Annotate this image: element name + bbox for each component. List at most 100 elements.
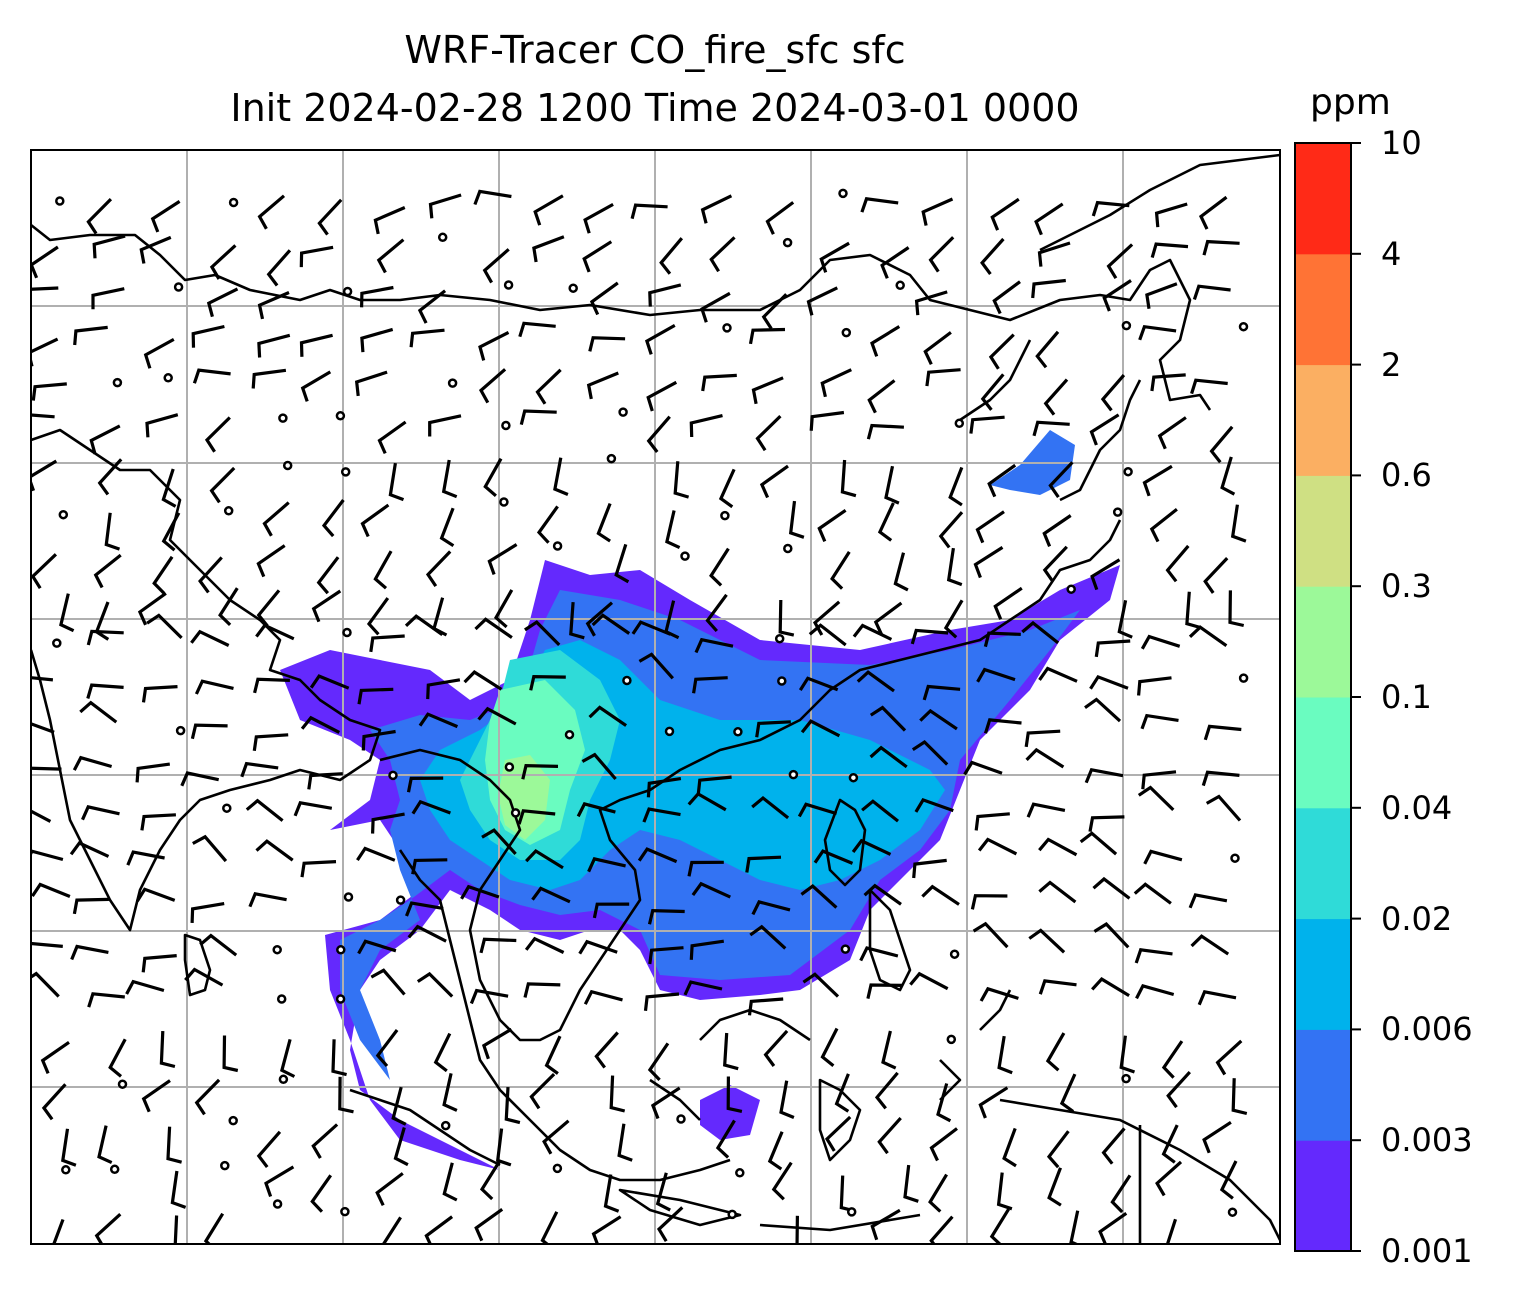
wind-barb xyxy=(859,946,899,962)
wind-barb xyxy=(93,553,122,589)
wind-barb xyxy=(820,1027,839,1068)
wind-barb xyxy=(1088,815,1125,832)
colorbar-tick-label: 0.02 xyxy=(1381,899,1453,938)
wind-barb xyxy=(705,593,728,633)
wind-barb xyxy=(576,802,616,818)
wind-barb xyxy=(161,468,177,508)
wind-barb xyxy=(813,849,854,865)
wind-barb xyxy=(206,287,239,318)
wind-barb xyxy=(643,992,680,1011)
colorbar-segment xyxy=(1295,475,1351,587)
wind-barb xyxy=(370,968,406,996)
wind-barb xyxy=(1045,1032,1066,1072)
wind-barb xyxy=(293,801,333,817)
wind-barb xyxy=(867,379,896,414)
wind-barb xyxy=(1025,747,1065,769)
wind-barb xyxy=(31,286,59,291)
wind-barb xyxy=(974,812,1010,831)
wind-barb xyxy=(544,1035,562,1075)
wind-barb xyxy=(594,1031,619,1069)
wind-barb xyxy=(487,543,518,575)
wind-barb xyxy=(61,1128,77,1167)
wind-barb xyxy=(860,197,899,213)
wind-barb xyxy=(866,983,904,999)
wind-barb xyxy=(139,235,172,264)
wind-barb xyxy=(256,544,286,578)
wind-barb xyxy=(691,881,731,899)
wind-barb xyxy=(252,733,289,752)
wind-barb xyxy=(72,755,113,771)
calm-marker xyxy=(228,197,239,208)
calm-marker xyxy=(282,460,293,471)
wind-barb xyxy=(406,776,444,793)
wind-barb xyxy=(405,901,444,917)
wind-barb xyxy=(1035,330,1060,369)
wind-barb xyxy=(1219,1160,1238,1200)
wind-barb xyxy=(377,420,407,455)
wind-barb xyxy=(970,894,1008,910)
wind-barb xyxy=(143,337,175,369)
wind-barb xyxy=(873,601,903,636)
wind-barb xyxy=(963,760,1003,776)
wind-barb xyxy=(31,337,59,367)
wind-barb xyxy=(40,1040,70,1075)
wind-barb xyxy=(696,775,732,795)
wind-barb xyxy=(1134,948,1173,964)
wind-barb xyxy=(1037,241,1071,267)
wind-barb xyxy=(479,1161,501,1201)
wind-barb xyxy=(525,848,564,870)
calm-marker xyxy=(340,467,351,477)
wind-barb xyxy=(1002,1127,1017,1168)
wind-barb xyxy=(381,1216,402,1244)
wind-barb xyxy=(1094,639,1131,658)
calm-marker xyxy=(112,377,123,388)
wind-barb xyxy=(1059,1073,1077,1113)
wind-barb xyxy=(529,674,566,691)
wind-barb xyxy=(1157,416,1187,450)
calm-marker xyxy=(395,895,406,905)
calm-marker xyxy=(1121,320,1132,331)
wind-barb xyxy=(1043,378,1069,416)
wind-barb xyxy=(86,197,113,235)
wind-barb xyxy=(948,466,964,507)
wind-barb xyxy=(800,719,841,738)
wind-barb xyxy=(97,458,123,496)
calm-marker xyxy=(1238,321,1249,332)
wind-barb xyxy=(463,670,503,691)
wind-barb xyxy=(257,194,286,230)
wind-barb xyxy=(581,752,617,781)
wind-barb xyxy=(759,464,789,499)
colorbar-tick-label: 10 xyxy=(1381,124,1422,162)
wind-barb xyxy=(135,762,171,783)
wind-barb xyxy=(687,791,727,812)
wind-barb xyxy=(141,954,177,973)
wind-barb xyxy=(644,324,676,355)
wind-barb xyxy=(316,556,340,595)
wind-barb xyxy=(417,289,447,324)
wind-barb xyxy=(880,246,910,279)
calm-marker xyxy=(173,282,184,292)
wind-barb xyxy=(495,1128,512,1167)
wind-barb xyxy=(180,771,220,787)
wind-barb xyxy=(983,718,1022,734)
wind-barb xyxy=(504,1087,521,1125)
wind-barb xyxy=(31,882,71,898)
wind-barb xyxy=(300,860,337,878)
calm-marker xyxy=(501,420,511,431)
colorbar-ticks xyxy=(1351,142,1361,1252)
wind-barb xyxy=(1091,200,1130,217)
calm-wind-markers xyxy=(52,188,1249,1220)
wind-barb xyxy=(874,1071,899,1110)
wind-barb xyxy=(972,921,1009,949)
calm-marker xyxy=(1230,853,1240,863)
wind-barb xyxy=(418,712,459,729)
colorbar-tick-label: 0.3 xyxy=(1381,567,1432,606)
wind-barb xyxy=(715,1119,736,1159)
wind-barb xyxy=(428,414,462,437)
wind-barb xyxy=(1140,713,1179,730)
wind-barb xyxy=(586,371,619,400)
wind-barb xyxy=(478,368,507,404)
wind-barb xyxy=(1084,697,1122,723)
wind-barb xyxy=(31,971,60,998)
wind-barb xyxy=(141,1079,171,1113)
